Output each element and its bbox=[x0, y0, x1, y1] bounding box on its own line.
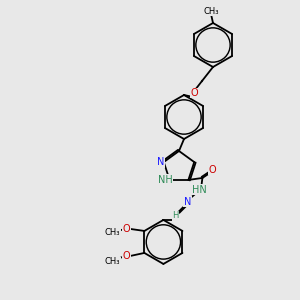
Text: HN: HN bbox=[192, 185, 207, 195]
Text: N: N bbox=[157, 157, 164, 167]
Text: O: O bbox=[122, 251, 130, 261]
Text: CH₃: CH₃ bbox=[105, 257, 120, 266]
Text: CH₃: CH₃ bbox=[105, 228, 120, 237]
Text: O: O bbox=[122, 224, 130, 234]
Text: H: H bbox=[172, 212, 178, 220]
Text: N: N bbox=[184, 197, 191, 207]
Text: O: O bbox=[208, 165, 216, 175]
Text: NH: NH bbox=[158, 175, 173, 185]
Text: CH₃: CH₃ bbox=[203, 7, 219, 16]
Text: O: O bbox=[190, 88, 198, 98]
